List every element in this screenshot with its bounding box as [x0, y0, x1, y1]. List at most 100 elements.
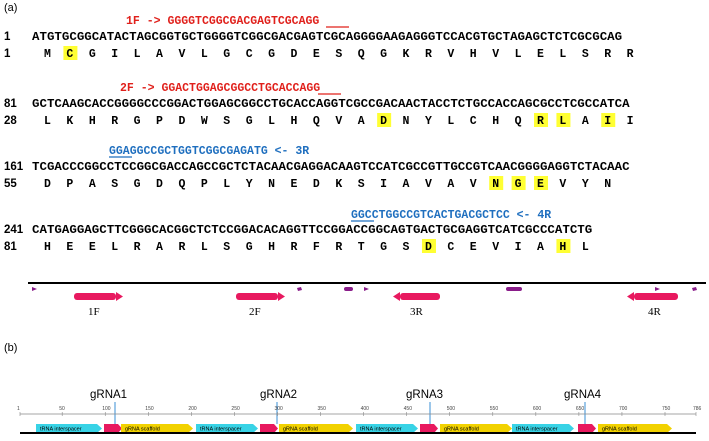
amino-acid: L [447, 115, 454, 128]
amino-acid: P [201, 178, 208, 191]
feature-label: gRNA scaffold [283, 427, 318, 433]
ruler-label: 1 [17, 406, 20, 412]
amino-acid: C [447, 241, 454, 254]
amino-acid: F [313, 241, 320, 254]
amino-acid: K [335, 178, 342, 191]
amino-acid: L [223, 178, 230, 191]
amino-acid: D [380, 115, 387, 128]
ruler-label: 400 [361, 406, 370, 412]
amino-acid: R [111, 115, 118, 128]
amino-acid: W [201, 115, 208, 128]
amino-acid: S [403, 241, 410, 254]
panel-a-label: (a) [4, 2, 17, 14]
amino-acid: A [156, 48, 163, 61]
amino-acid: V [492, 241, 499, 254]
construct-features: tRNA interspacer gRNA scaffold tRNA inters… [36, 424, 672, 433]
feature-label: tRNA interspacer [516, 427, 558, 433]
dna-position: 161 [4, 161, 24, 173]
amino-acid: A [89, 178, 96, 191]
primer-2f: 2F -> GGACTGGAGCGGCCTGCACCAGG [120, 82, 341, 95]
feature-label: gRNA scaffold [602, 427, 637, 433]
primer-3r: GGAGGCCGCTGGTCGGCGAGATG <- 3R [109, 145, 309, 158]
ruler-label: 100 [102, 406, 111, 412]
amino-acid: P [156, 115, 163, 128]
amino-acid: L [559, 115, 566, 128]
svg-text:3R: 3R [410, 306, 424, 318]
amino-acid: A [537, 241, 544, 254]
amino-acid: D [313, 178, 320, 191]
grna-3: gRNA3 [406, 389, 443, 424]
amino-acid: K [66, 115, 73, 128]
map-dot-3 [506, 287, 522, 291]
svg-text:2F: 2F [249, 306, 261, 318]
amino-acid: R [178, 241, 185, 254]
ruler-label: 600 [533, 406, 542, 412]
amino-acid: L [111, 241, 118, 254]
amino-acid: Q [515, 115, 522, 128]
grna-1: gRNA1 [90, 389, 127, 424]
trna-interspacer [356, 424, 418, 433]
dna-position: 81 [4, 98, 17, 110]
amino-acid: S [223, 115, 230, 128]
amino-acid: G [246, 241, 253, 254]
primer-1f: 1F -> GGGGTCGGCGACGAGTCGCAGG [126, 15, 349, 28]
aa-highlight [601, 113, 616, 127]
amino-acid: N [492, 178, 499, 191]
amino-acid: H [470, 48, 477, 61]
svg-text:gRNA3: gRNA3 [406, 389, 443, 401]
ruler-label: 350 [318, 406, 327, 412]
svg-text:gRNA2: gRNA2 [260, 389, 297, 401]
amino-acid: I [111, 48, 118, 61]
amino-acid: L [134, 48, 141, 61]
ruler-label: 250 [231, 406, 240, 412]
amino-acid: A [582, 115, 589, 128]
grna-spacer [104, 424, 122, 433]
amino-acid: G [380, 48, 387, 61]
amino-acid: L [268, 115, 275, 128]
amino-acid: Q [313, 115, 320, 128]
amino-acid: H [89, 115, 96, 128]
amino-acid: E [537, 48, 544, 61]
panel-b-label: (b) [4, 342, 17, 354]
aa-highlight [63, 46, 78, 60]
feature-label: tRNA interspacer [40, 427, 82, 433]
amino-acid: C [470, 115, 477, 128]
svg-text:4R: 4R [648, 306, 662, 318]
amino-acid: R [537, 115, 544, 128]
amino-acid: C [246, 48, 253, 61]
amino-acid: R [134, 241, 141, 254]
amino-acid: E [89, 241, 96, 254]
aa-highlight [556, 239, 571, 253]
map-feature-1f: 1F [74, 292, 123, 318]
ruler-label: 50 [59, 406, 65, 412]
aa-position: 28 [4, 115, 17, 127]
ruler-label: 786 [693, 406, 702, 412]
amino-acid: L [44, 115, 51, 128]
amino-acid: I [380, 178, 387, 191]
amino-acid: A [403, 178, 410, 191]
amino-acid: V [470, 178, 477, 191]
amino-acid: E [470, 241, 477, 254]
amino-acid: D [425, 241, 432, 254]
primer-1f-label: 1F -> GGGGTCGGCGACGAGTCGCAGG [126, 15, 319, 28]
amino-acid: S [582, 48, 589, 61]
dna-position: 241 [4, 224, 24, 236]
grna-scaffold [598, 424, 672, 433]
amino-acid: V [447, 48, 454, 61]
amino-acid: R [627, 48, 634, 61]
dna-sequence: GCTCAAGCACCGGGGCCCGGACTGGAGCGGCCTGCACCAG… [32, 98, 630, 111]
amino-acid: R [335, 241, 342, 254]
grna-spacer [420, 424, 438, 433]
ruler-label: 650 [576, 406, 585, 412]
amino-acid: D [291, 48, 298, 61]
svg-text:gRNA1: gRNA1 [90, 389, 127, 401]
amino-acid: R [425, 48, 432, 61]
construct-map: gRNA1 gRNA2 gRNA3 gRNA4 1 50 100 150 200 250 3… [17, 389, 702, 434]
amino-acid: L [201, 241, 208, 254]
amino-acid: H [492, 115, 499, 128]
amino-acid: D [44, 178, 51, 191]
ruler-label: 300 [274, 406, 283, 412]
amino-acid: L [515, 48, 522, 61]
amino-acid: G [515, 178, 522, 191]
